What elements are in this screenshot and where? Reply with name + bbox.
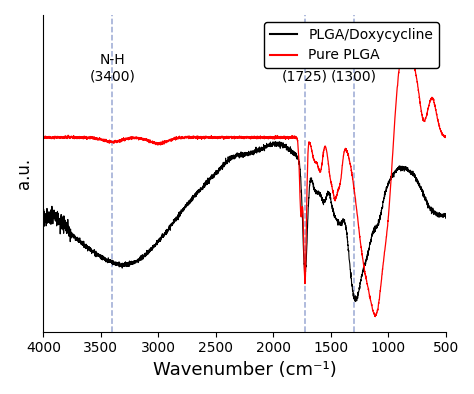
X-axis label: Wavenumber (cm⁻¹): Wavenumber (cm⁻¹) [153,361,337,379]
Legend: PLGA/Doxycycline, Pure PLGA: PLGA/Doxycycline, Pure PLGA [264,22,439,68]
Text: C=O
(1725): C=O (1725) [282,53,328,83]
Y-axis label: a.u.: a.u. [15,158,33,189]
Text: N-H
(3400): N-H (3400) [90,53,136,83]
Text: C-O
(1300): C-O (1300) [331,53,377,83]
